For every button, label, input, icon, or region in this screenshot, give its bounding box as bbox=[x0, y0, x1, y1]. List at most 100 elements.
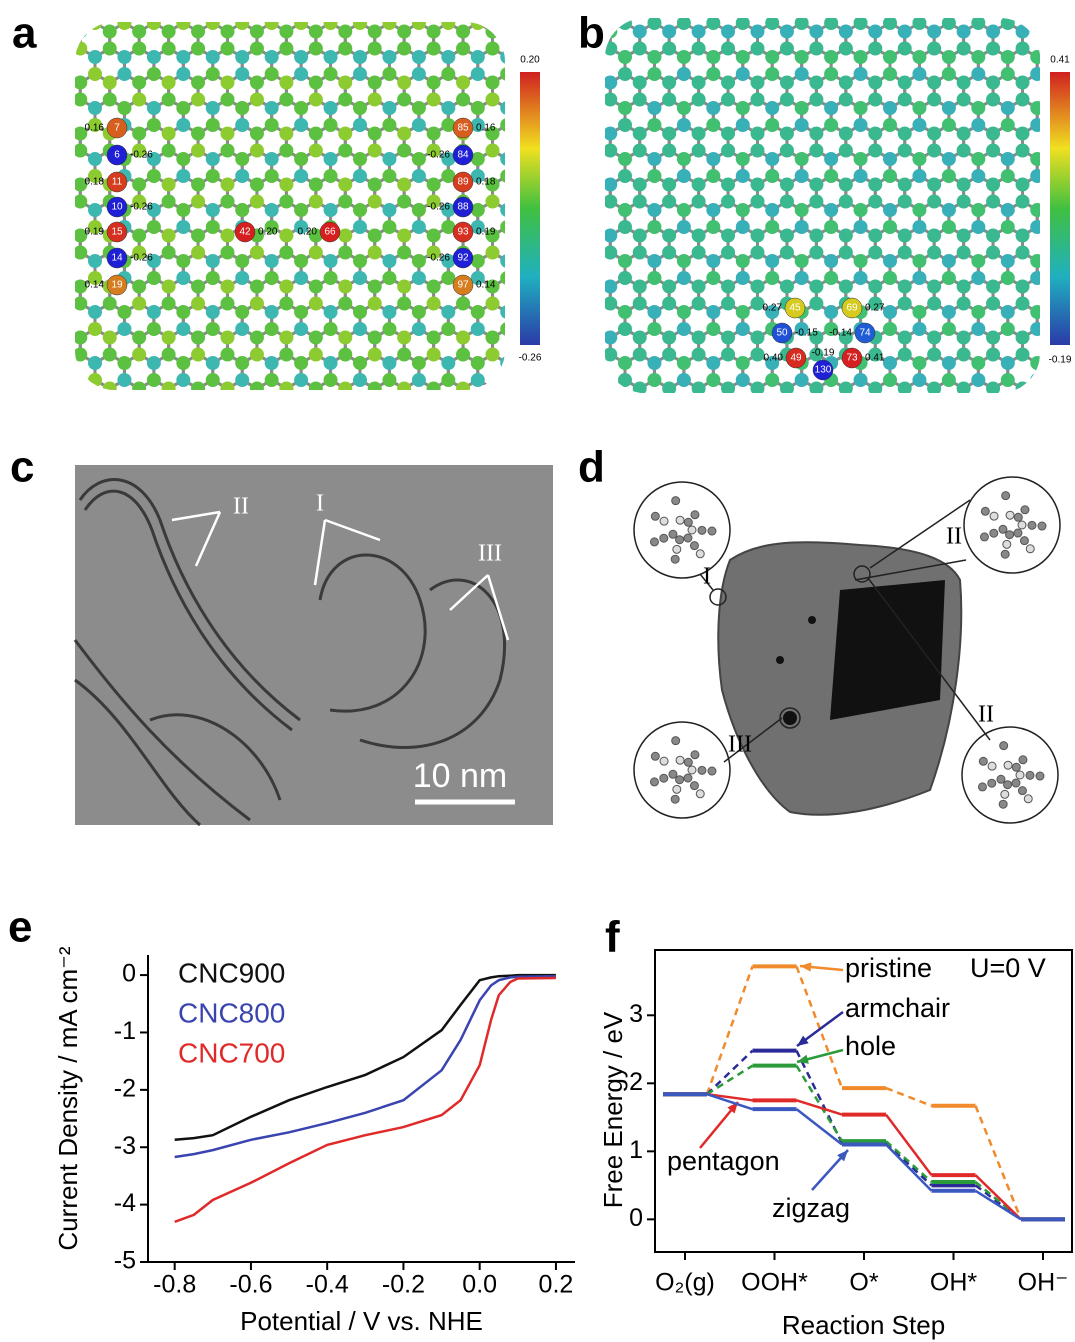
atom-ball bbox=[854, 220, 868, 234]
atom-ball bbox=[324, 407, 338, 421]
bond bbox=[581, 253, 596, 262]
atom-ball bbox=[382, 169, 396, 183]
bond bbox=[625, 406, 640, 415]
atom-ball bbox=[809, 399, 823, 413]
atom-ball bbox=[88, 373, 102, 387]
atom-ball bbox=[132, 42, 146, 56]
atom-ball bbox=[294, 169, 308, 183]
atom-ball bbox=[677, 169, 691, 183]
bond bbox=[493, 406, 508, 415]
bond bbox=[507, 380, 522, 389]
atom-ball bbox=[795, 16, 809, 30]
atom-ball bbox=[206, 271, 220, 285]
atom-ball bbox=[1030, 118, 1044, 132]
atom-ball bbox=[574, 399, 588, 413]
atom-ball bbox=[795, 169, 809, 183]
atom-ball bbox=[751, 399, 765, 413]
atom-ball bbox=[824, 118, 838, 132]
connector bbox=[707, 1051, 753, 1095]
atom-ball bbox=[235, 254, 249, 268]
bond bbox=[51, 176, 66, 185]
atom-ball bbox=[795, 271, 809, 285]
atom-ball bbox=[986, 399, 1000, 413]
atom-ball bbox=[191, 331, 205, 345]
atom-ball bbox=[942, 50, 956, 64]
bond bbox=[581, 74, 596, 83]
atom-ball bbox=[265, 271, 279, 285]
atom-ball bbox=[353, 220, 367, 234]
atom-ball bbox=[353, 152, 367, 166]
atom-ball bbox=[736, 152, 750, 166]
bond bbox=[610, 406, 625, 415]
atom-ball bbox=[721, 246, 735, 260]
atom-ball bbox=[647, 169, 661, 183]
atom-ball bbox=[250, 76, 264, 90]
atom-ball bbox=[132, 76, 146, 90]
atom-ball bbox=[898, 178, 912, 192]
atom-ball bbox=[1012, 763, 1020, 771]
atom-ball bbox=[117, 50, 131, 64]
atom-ball bbox=[59, 220, 73, 234]
atom-ball bbox=[912, 407, 926, 421]
atom-ball bbox=[103, 399, 117, 413]
atom-ball bbox=[235, 322, 249, 336]
atom-ball bbox=[1060, 373, 1074, 387]
atom-ball bbox=[677, 67, 691, 81]
atom-ball bbox=[471, 67, 485, 81]
atom-ball bbox=[603, 144, 617, 158]
atom-ball bbox=[971, 407, 985, 421]
atom-ball bbox=[971, 356, 985, 370]
atom-ball bbox=[88, 203, 102, 217]
atom-ball bbox=[73, 144, 87, 158]
atom-ball bbox=[59, 152, 73, 166]
annotation: III bbox=[728, 732, 752, 758]
atom-ball bbox=[191, 399, 205, 413]
atom-ball bbox=[1045, 382, 1059, 396]
atom-ball bbox=[1016, 297, 1030, 311]
atom-ball bbox=[441, 373, 455, 387]
atom-ball bbox=[1020, 537, 1028, 545]
atom-ball bbox=[765, 220, 779, 234]
atom-ball bbox=[353, 101, 367, 115]
atom-ball bbox=[824, 254, 838, 268]
atom-ball bbox=[1016, 331, 1030, 345]
atom-ball bbox=[191, 297, 205, 311]
annotation: I bbox=[703, 564, 711, 590]
atom-ball bbox=[515, 399, 529, 413]
atom-ball bbox=[1004, 761, 1012, 769]
atom-ball bbox=[957, 144, 971, 158]
atom-ball bbox=[206, 356, 220, 370]
atom-ball bbox=[235, 67, 249, 81]
atom-ball bbox=[706, 16, 720, 30]
atom-ball bbox=[324, 16, 338, 30]
y-tick-label: -4 bbox=[114, 1189, 136, 1217]
atom-ball bbox=[676, 756, 684, 764]
atom-ball bbox=[662, 399, 676, 413]
atom-ball bbox=[809, 195, 823, 209]
atom-ball bbox=[692, 331, 706, 345]
atom-ball bbox=[854, 101, 868, 115]
atom-ball bbox=[1016, 42, 1030, 56]
atom-ball bbox=[979, 757, 987, 765]
atom-ball bbox=[338, 297, 352, 311]
atom-ball bbox=[589, 203, 603, 217]
atom-ball bbox=[691, 751, 699, 759]
atom-ball bbox=[103, 348, 117, 362]
atom-ball bbox=[1001, 118, 1015, 132]
atom-ball bbox=[368, 127, 382, 141]
atom-ball bbox=[368, 297, 382, 311]
atom-ball bbox=[574, 331, 588, 345]
atom-ball bbox=[824, 67, 838, 81]
atom-ball bbox=[1014, 513, 1022, 521]
atom-ball bbox=[795, 50, 809, 64]
panel-label: f bbox=[605, 913, 620, 962]
atom-ball bbox=[662, 297, 676, 311]
atom-ball bbox=[324, 322, 338, 336]
atom-ball bbox=[412, 220, 426, 234]
atom-ball bbox=[279, 297, 293, 311]
atom-ball bbox=[221, 25, 235, 39]
atom-ball bbox=[736, 373, 750, 387]
panel-label: a bbox=[12, 9, 37, 58]
atom-ball bbox=[88, 356, 102, 370]
atom-ball bbox=[265, 356, 279, 370]
